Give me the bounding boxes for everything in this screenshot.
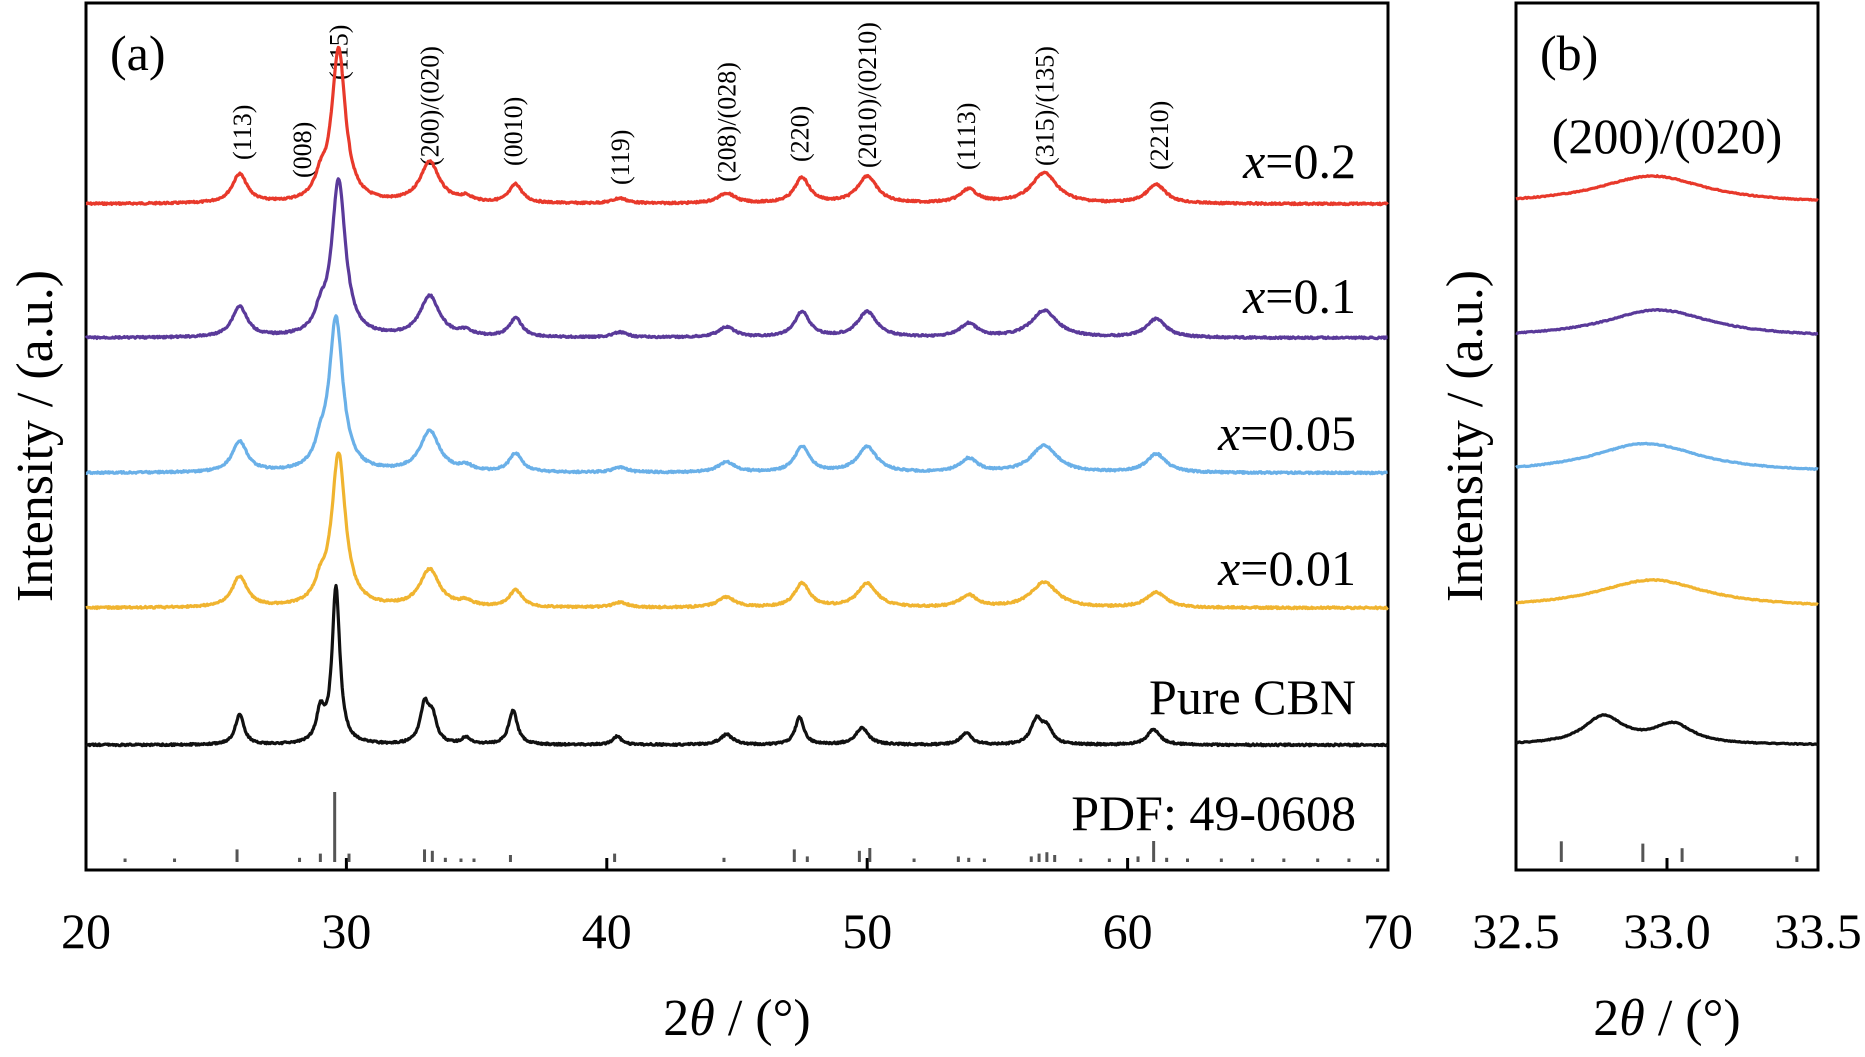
panel-a-x-axis-label: 2θ / (°) (663, 990, 810, 1047)
panel-a-hkl-label-8: (2010)/(0210) (853, 22, 882, 168)
panel-a-hkl-label-0: (113) (228, 105, 257, 160)
panel-a-hkl-label-9: (1113) (952, 103, 981, 170)
panel-a-hkl-label-11: (2210) (1145, 101, 1174, 170)
panel-a-series-label-0: x=0.2 (1242, 133, 1356, 189)
panel-a-reference-label: PDF: 49-0608 (1071, 785, 1356, 841)
panel-a-hkl-label-3: (200)/(020) (416, 46, 445, 166)
panel-a-x-tick-label-2: 40 (582, 903, 632, 959)
panel-a-reference-sticks (123, 792, 1380, 862)
panel-a-letter: (a) (110, 25, 166, 81)
panel-b-letter: (b) (1540, 25, 1598, 81)
panel-a-plot-frame (84, 1, 1390, 872)
panel-a-x-tick-label-4: 60 (1103, 903, 1153, 959)
panel-a-series-label-2: x=0.05 (1217, 405, 1356, 461)
panel-a-series-line-4 (85, 583, 1389, 748)
panel-b-x-ticks: 32.5 33.0 33.5 (1472, 858, 1862, 959)
panel-a-x-tick-label-5: 70 (1363, 903, 1413, 959)
panel-a-series: x=0.2 x=0.1 x=0.05 x=0.01 Pure CBN (84, 45, 1389, 748)
panel-a-hkl-label-1: (008) (288, 122, 317, 178)
panel-b-x-tick-label-0: 32.5 (1472, 903, 1560, 959)
panel-b-x-axis-label: 2θ / (°) (1593, 990, 1740, 1047)
panel-b-reference-sticks (1559, 841, 1799, 862)
panel-b-series-line-3 (1515, 578, 1819, 606)
panel-b-x-tick-label-2: 33.5 (1774, 903, 1862, 959)
panel-b-zoomed-peak: 32.5 33.0 33.5 (b) (200)/(020) Intensity /… (1437, 1, 1862, 1047)
panel-a-xrd-patterns: 20 30 40 50 60 70 (113) (008)(115) (200)/(020)(… (7, 1, 1413, 1047)
panel-a-series-label-4: Pure CBN (1149, 669, 1356, 725)
panel-b-y-axis-label: Intensity / (a.u.) (1437, 270, 1494, 602)
panel-a-series-line-1 (84, 177, 1389, 341)
panel-a-hkl-label-10: (315)/(135) (1030, 46, 1059, 166)
panel-a-x-tick-label-1: 30 (321, 903, 371, 959)
panel-a-hkl-label-6: (208)/(028) (713, 62, 742, 182)
panel-a-hkl-labels: (113) (008)(115) (200)/(020) (0010) (119) (20… (228, 22, 1174, 185)
panel-a-y-axis-label: Intensity / (a.u.) (7, 270, 64, 602)
panel-b-series-line-1 (1515, 308, 1819, 336)
panel-a-series-line-0 (85, 45, 1389, 207)
panel-a-series-label-3: x=0.01 (1217, 540, 1356, 596)
panel-a-x-ticks: 20 30 40 50 60 70 (61, 858, 1413, 959)
panel-b-series (1515, 174, 1819, 747)
panel-b-series-line-2 (1515, 441, 1819, 472)
panel-b-series-line-4 (1515, 713, 1819, 747)
panel-a-hkl-label-7: (220) (786, 106, 815, 162)
panel-b-series-line-0 (1515, 174, 1819, 202)
panel-a-series-line-3 (85, 451, 1389, 611)
panel-b-x-tick-label-1: 33.0 (1623, 903, 1711, 959)
panel-a-hkl-label-4: (0010) (499, 97, 528, 166)
panel-a-series-line-2 (85, 314, 1389, 476)
panel-a-series-label-1: x=0.1 (1242, 268, 1356, 324)
panel-a-x-tick-label-3: 50 (842, 903, 892, 959)
panel-a-hkl-label-5: (119) (606, 130, 635, 185)
panel-a-x-tick-label-0: 20 (61, 903, 111, 959)
panel-b-title: (200)/(020) (1552, 108, 1783, 164)
